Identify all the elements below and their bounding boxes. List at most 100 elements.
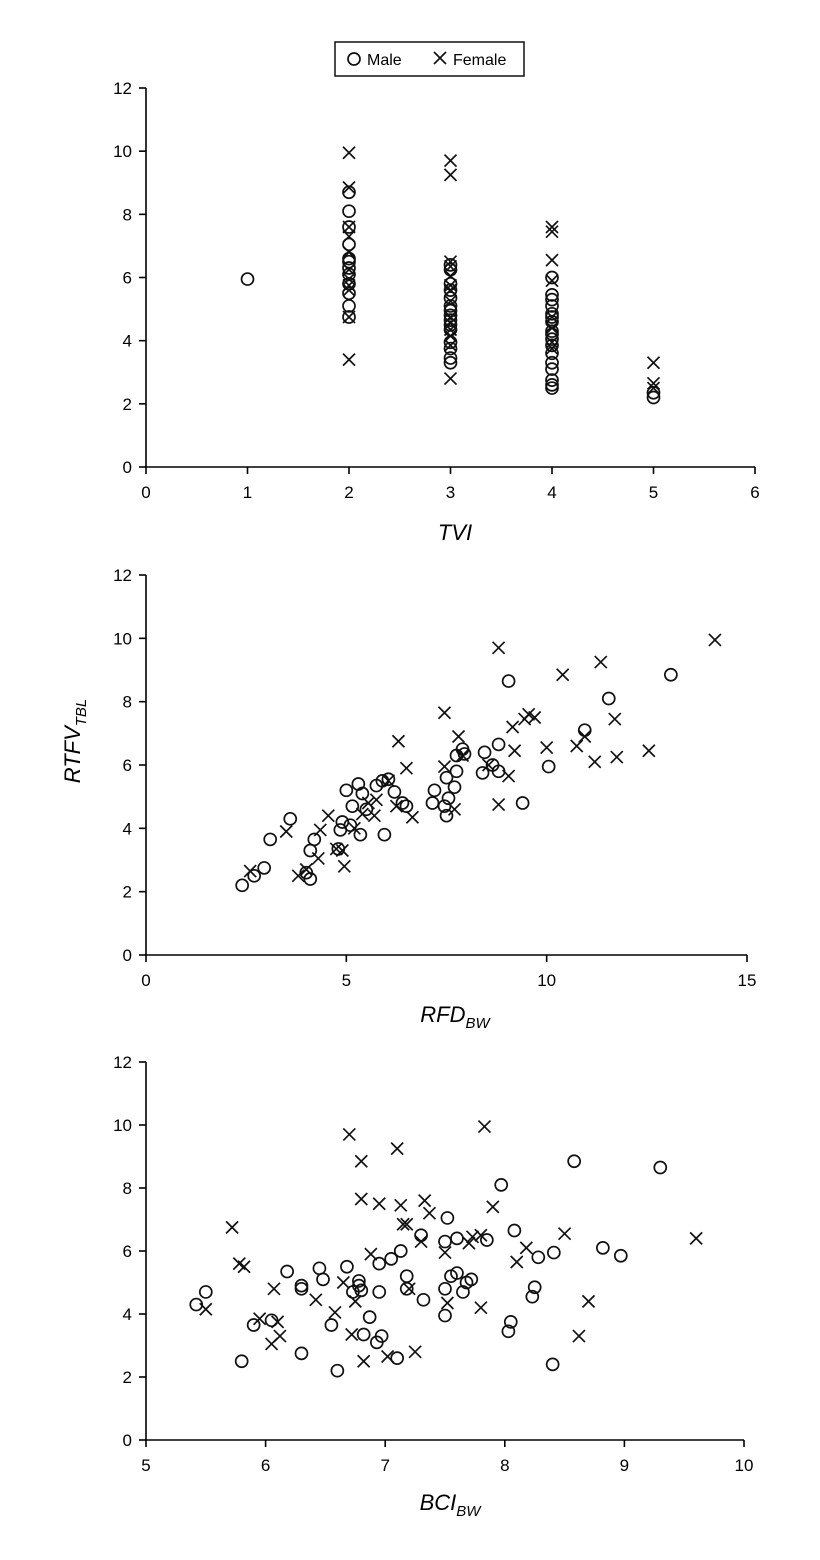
male-point [374,1329,389,1343]
female-point [465,1230,480,1244]
male-point [342,299,356,313]
x-tick-label: 9 [620,1456,629,1475]
female-point [578,729,592,744]
x-tick-label: 1 [243,483,252,502]
female-point [506,720,520,734]
legend-item-female: Female [433,51,506,69]
female-point [337,859,351,873]
male-point [438,1308,452,1323]
female-point [225,1220,239,1234]
male-point [234,1354,249,1369]
male-point [545,373,559,387]
female-point [545,253,559,267]
male-point [399,799,414,814]
male-point [340,1259,354,1274]
female-point [309,1293,323,1307]
male-point [198,1285,213,1299]
female-point [342,245,356,259]
male-point [443,351,458,365]
male-point [342,185,356,200]
female-point [367,809,381,823]
female-point [642,744,656,758]
male-point [447,780,462,795]
male-point [545,292,559,307]
male-point [545,381,559,395]
x-tick-label: 0 [141,483,150,502]
y-tick-label: 8 [123,693,132,712]
male-point [541,759,556,774]
male-point [464,1272,479,1287]
female-point [443,338,458,353]
male-point [235,878,250,893]
y-tick-label: 10 [113,1116,132,1135]
male-point [438,1281,452,1296]
female-point [399,761,414,775]
chart-bci: 0 2 4 6 8 10 12 5 6 7 8 9 10 BCIBW [113,1053,753,1520]
female-point [455,748,470,763]
female-point [321,809,335,823]
female-point [646,376,661,390]
female-point [528,710,542,725]
female-point [396,1217,410,1231]
male-point [457,747,472,761]
female-point [400,1217,414,1231]
female-point [342,180,356,195]
x-axis-title: BCIBW [420,1490,483,1520]
male-point [247,868,262,883]
female-point [342,146,356,160]
female-point [391,734,406,748]
male-point [577,723,592,738]
female-point [443,269,458,283]
y-tick-label: 0 [123,458,132,477]
female-point [354,1154,368,1168]
male-point [416,1292,431,1307]
male-point [384,1252,399,1266]
y-tick-label: 8 [123,1179,132,1198]
female-point [510,1255,524,1269]
male-point [545,332,559,346]
male-point [443,308,458,323]
male-point [263,832,278,847]
male-point [546,1245,561,1260]
female-point [708,633,722,647]
y-tick-label: 6 [123,269,132,288]
female-point [253,1312,267,1326]
female-point [545,220,559,234]
female-point [342,310,356,324]
female-point [199,1302,213,1316]
y-tick-label: 10 [113,142,132,161]
female-point [342,272,356,286]
ticks: 0 2 4 6 8 10 12 0 5 10 15 [113,566,756,990]
male-point [330,1363,345,1378]
female-point [462,1236,476,1250]
female-point [481,758,496,772]
male-point [372,1285,387,1299]
female-point [451,729,466,744]
male-point [264,1313,279,1328]
female-point [418,1193,432,1208]
y-tick-label: 0 [123,946,132,965]
male-point [443,283,458,297]
female-point [588,755,602,769]
y-tick-label: 2 [123,883,132,902]
male-point [395,796,410,810]
female-point [486,1200,500,1214]
female-point [291,869,305,883]
male-point [352,1274,366,1288]
legend: Male Female [334,41,525,77]
female-point [443,294,458,308]
male-point [545,346,559,361]
female-point [545,225,559,239]
axes [145,1062,744,1441]
male-point [438,1234,452,1249]
female-point [345,1327,359,1342]
female-point [342,353,356,367]
female-point [502,769,516,783]
male-point [491,737,506,752]
markers [240,146,661,405]
female-point [689,1231,703,1246]
male-point [372,1256,387,1271]
chart-rfd: 0 2 4 6 8 10 12 0 5 10 15 RFDBW RTFVTBL [60,566,756,1032]
x-tick-label: 7 [380,1456,389,1475]
